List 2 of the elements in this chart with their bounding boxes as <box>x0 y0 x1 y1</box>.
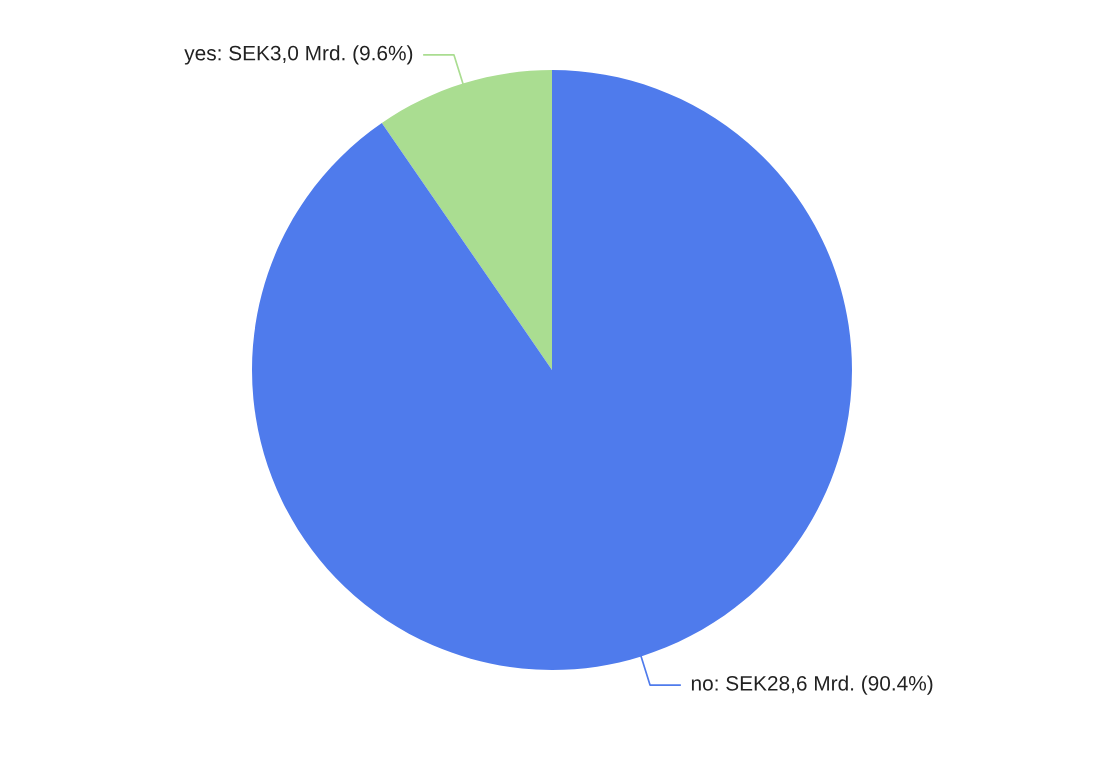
slice-label: no: SEK28,6 Mrd. (90.4%) <box>691 675 933 695</box>
slice-label: yes: SEK3,0 Mrd. (9.6%) <box>184 45 413 65</box>
